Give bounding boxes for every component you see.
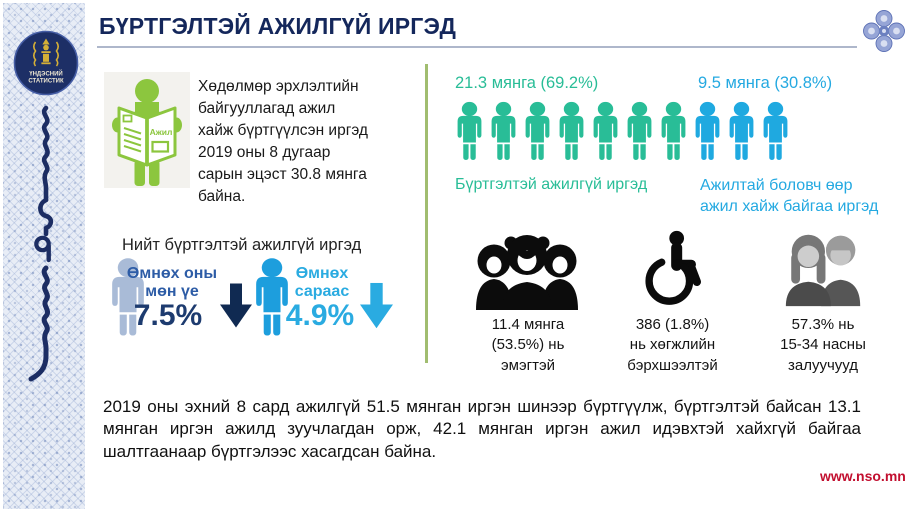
employed-seeking-value: 9.5 мянга (30.8%) bbox=[698, 74, 833, 92]
person-icon bbox=[759, 100, 792, 162]
person-icon bbox=[521, 100, 554, 162]
corner-ornament-icon bbox=[863, 10, 905, 52]
registered-label: Бүртгэлтэй ажилгүй иргэд bbox=[455, 176, 648, 193]
previous-month-label: Өмнөх сараас bbox=[294, 265, 350, 301]
sidebar: ҮНДЭСНИЙ СТАТИСТИК bbox=[0, 0, 88, 512]
person-icon bbox=[487, 100, 520, 162]
summary-paragraph: 2019 оны эхний 8 сард ажилгүй 51.5 мянга… bbox=[103, 397, 861, 461]
logo-text-line1: ҮНДЭСНИЙ bbox=[29, 70, 63, 78]
nso-logo-emblem-icon: ҮНДЭСНИЙ СТАТИСТИК bbox=[13, 30, 79, 96]
website-link[interactable]: www.nso.mn bbox=[820, 468, 906, 484]
previous-year-label: Өмнөх оны мөн үе bbox=[126, 265, 218, 301]
female-share-caption: 11.4 мянга (53.5%) нь эмэгтэй bbox=[491, 316, 565, 374]
newspaper-label: Ажил bbox=[150, 127, 173, 137]
previous-year-value: 7.5% bbox=[133, 299, 203, 332]
youth-share-caption: 57.3% нь 15-34 насны залуучууд bbox=[780, 316, 866, 374]
women-group-icon bbox=[476, 235, 578, 310]
disability-share-caption: 386 (1.8%) нь хөгжлийн бэрхшээлтэй bbox=[627, 316, 718, 374]
person-icon bbox=[725, 100, 758, 162]
section-separator bbox=[425, 64, 428, 363]
person-icon bbox=[555, 100, 588, 162]
totals-heading: Нийт бүртгэлтэй ажилгүй иргэд bbox=[122, 236, 362, 254]
newspaper-reader-icon: Ажил bbox=[112, 79, 182, 186]
person-icon bbox=[691, 100, 724, 162]
mongolian-script-decoration bbox=[28, 105, 54, 382]
registered-value: 21.3 мянга (69.2%) bbox=[455, 74, 599, 92]
job-seeker-illustration: Ажил bbox=[104, 72, 190, 188]
person-icon bbox=[623, 100, 656, 162]
previous-month-value: 4.9% bbox=[285, 299, 355, 332]
title-divider bbox=[97, 46, 857, 48]
person-icon bbox=[453, 100, 486, 162]
wheelchair-icon bbox=[645, 230, 702, 305]
down-arrow-icon-blue bbox=[360, 281, 393, 330]
pictogram-row bbox=[453, 100, 803, 164]
page-title: БҮРТГЭЛТЭЙ АЖИЛГҮЙ ИРГЭД bbox=[99, 13, 457, 39]
logo-text-line2: СТАТИСТИК bbox=[28, 79, 64, 85]
nso-logo: ҮНДЭСНИЙ СТАТИСТИК bbox=[13, 30, 79, 96]
down-arrow-icon-navy bbox=[220, 281, 252, 330]
pictogram-registered bbox=[453, 100, 691, 164]
person-icon bbox=[589, 100, 622, 162]
intro-text: Хөдөлмөр эрхлэлтийн байгууллагад ажил ха… bbox=[198, 78, 368, 205]
person-icon bbox=[657, 100, 690, 162]
youth-couple-icon bbox=[785, 234, 861, 307]
pictogram-employed-seeking bbox=[691, 100, 793, 164]
employed-seeking-label: Ажилтай боловч өөр ажил хайж байгаа иргэ… bbox=[700, 177, 879, 215]
